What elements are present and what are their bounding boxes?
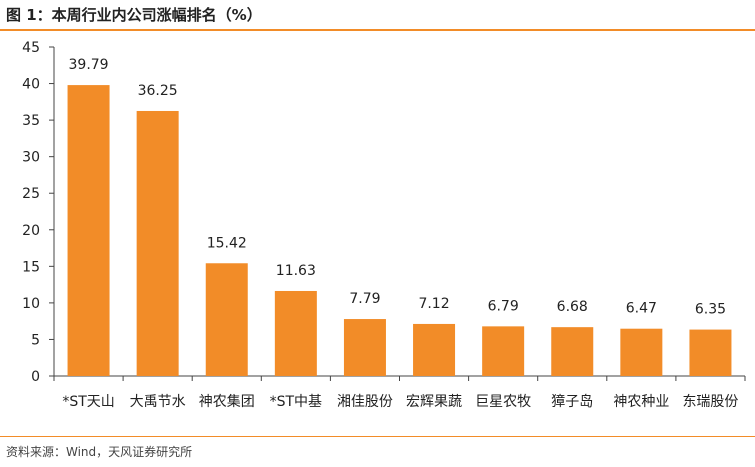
data-label: 39.79 <box>69 57 109 73</box>
data-label: 15.42 <box>207 235 247 251</box>
data-label: 6.35 <box>695 302 726 318</box>
x-tick-label: 大禹节水 <box>130 394 186 410</box>
x-tick-label: *ST中基 <box>270 393 322 410</box>
y-tick-label: 10 <box>22 296 40 312</box>
y-tick-label: 35 <box>22 113 40 129</box>
x-tick-label: 巨星农牧 <box>475 394 531 410</box>
chart-title: 图 1：本周行业内公司涨幅排名（%） <box>6 6 262 24</box>
y-tick-label: 0 <box>31 369 40 385</box>
bar <box>551 327 594 376</box>
data-label: 7.79 <box>349 291 380 307</box>
bar <box>413 323 456 376</box>
y-tick-label: 25 <box>22 186 40 202</box>
data-label: 36.25 <box>138 83 178 99</box>
x-tick-label: 湘佳股份 <box>337 394 393 410</box>
y-tick-label: 30 <box>22 150 40 166</box>
bar <box>482 326 525 376</box>
x-tick-label: 神农种业 <box>613 394 669 410</box>
footer-divider <box>0 436 755 437</box>
data-label: 6.79 <box>488 298 519 314</box>
y-tick-label: 20 <box>22 223 40 239</box>
data-label: 6.68 <box>557 299 588 315</box>
title-divider <box>0 29 755 31</box>
bar <box>620 328 663 376</box>
x-tick-label: *ST天山 <box>62 394 114 410</box>
x-tick-label: 神农集团 <box>199 393 255 410</box>
x-tick-label: 獐子岛 <box>551 394 593 410</box>
source-note: 资料来源：Wind，天风证券研究所 <box>6 445 193 459</box>
data-label: 11.63 <box>276 263 316 279</box>
bar <box>136 110 179 376</box>
bar <box>67 85 110 377</box>
bar <box>343 319 386 376</box>
bar <box>205 263 248 376</box>
y-tick-label: 40 <box>22 77 40 93</box>
x-tick-label: 东瑞股份 <box>682 394 738 410</box>
x-tick-label: 宏辉果蔬 <box>406 394 462 410</box>
y-tick-label: 45 <box>22 40 40 56</box>
data-label: 7.12 <box>418 296 449 312</box>
y-tick-label: 5 <box>31 332 40 348</box>
data-label: 6.47 <box>626 301 657 317</box>
bar <box>274 290 317 376</box>
bar <box>689 329 732 376</box>
y-tick-label: 15 <box>22 259 40 275</box>
